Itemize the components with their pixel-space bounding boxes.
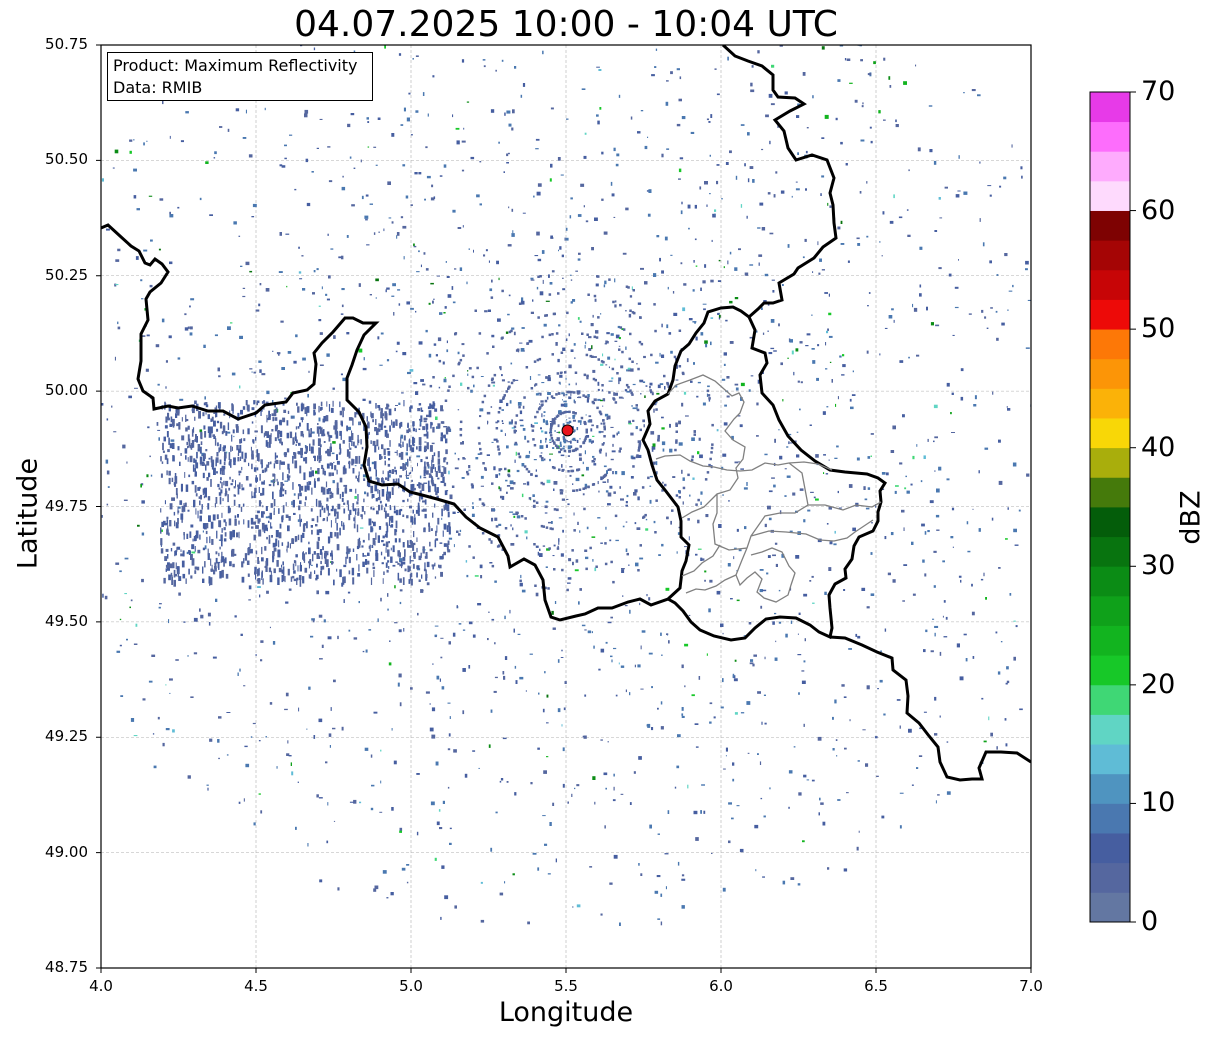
colorbar-tick-label: 40 [1141,431,1176,463]
colorbar-segment [1090,92,1130,123]
colorbar-segment [1090,180,1130,211]
colorbar-segment [1090,862,1130,893]
colorbar-segment [1090,388,1130,419]
colorbar-segment [1090,566,1130,597]
colorbar-segment [1090,803,1130,834]
x-tick-label: 4.5 [244,977,268,995]
y-axis-title-wrap: Latitude [8,440,48,590]
colorbar-segment [1090,121,1130,152]
colorbar-segment [1090,447,1130,478]
colorbar-segment [1090,240,1130,271]
colorbar-tick-label: 70 [1141,76,1176,107]
colorbar-title-wrap: dBZ [1172,490,1219,550]
country-borders [101,45,1031,782]
colorbar-segment [1090,744,1130,775]
x-tick-label: 6.0 [709,977,733,995]
colorbar-segment [1090,329,1130,360]
y-tick-marks [96,44,101,969]
x-tick-marks [100,968,1032,973]
colorbar-title: dBZ [1175,490,1207,545]
x-tick-label: 5.0 [399,977,423,995]
colorbar-segment [1090,684,1130,715]
x-tick-label: 7.0 [1019,977,1043,995]
data-source-line: Data: RMIB [113,78,203,97]
colorbar-segment [1090,536,1130,567]
radar-echoes [101,45,1031,926]
luxembourg-border [667,316,888,642]
colorbar-segment [1090,269,1130,300]
y-tick-label: 49.50 [45,611,88,630]
colorbar-segment [1090,418,1130,449]
x-tick-label: 6.5 [864,977,888,995]
grid-lines [100,44,1032,969]
colorbar-segment [1090,655,1130,686]
colorbar-segment [1090,892,1130,923]
colorbar-segment [1090,595,1130,626]
y-tick-label: 50.75 [45,35,88,53]
colorbar-tick-label: 30 [1141,550,1176,582]
colorbar-segment [1090,151,1130,182]
x-tick-label: 4.0 [89,977,113,995]
x-tick-label: 5.5 [554,977,578,995]
y-tick-label: 49.75 [45,496,88,515]
product-info-box: Product: Maximum Reflectivity Data: RMIB [107,52,373,101]
colorbar [1089,91,1136,923]
colorbar-segment [1090,714,1130,745]
colorbar-segment [1090,773,1130,804]
colorbar-tick-label: 20 [1141,668,1176,700]
colorbar-segment [1090,625,1130,656]
colorbar-tick-label: 0 [1141,906,1159,937]
radar-site-marker [561,424,574,437]
y-tick-label: 49.00 [45,842,88,861]
germany-france-border [829,635,1031,782]
colorbar-tick-label: 10 [1141,787,1176,819]
chart-title: 04.07.2025 10:00 - 10:04 UTC [294,4,838,45]
y-tick-label: 50.25 [45,265,88,284]
colorbar-segment [1090,210,1130,241]
colorbar-segment [1090,358,1130,389]
colorbar-frame [1089,91,1131,923]
colorbar-segment [1090,507,1130,538]
colorbar-tick-label: 60 [1141,194,1176,226]
belgium-france-border [101,45,838,622]
colorbar-segment [1090,477,1130,508]
x-axis-title: Longitude [498,997,634,1028]
colorbar-segment [1090,299,1130,330]
y-tick-label: 49.25 [45,727,88,746]
y-tick-label: 48.75 [45,958,88,976]
luxembourg-canton-lines [655,374,882,603]
y-tick-label: 50.50 [45,150,88,169]
colorbar-segment [1090,833,1130,864]
colorbar-tick-label: 50 [1141,313,1176,345]
product-line: Product: Maximum Reflectivity [113,56,358,75]
y-tick-label: 50.00 [45,381,88,400]
